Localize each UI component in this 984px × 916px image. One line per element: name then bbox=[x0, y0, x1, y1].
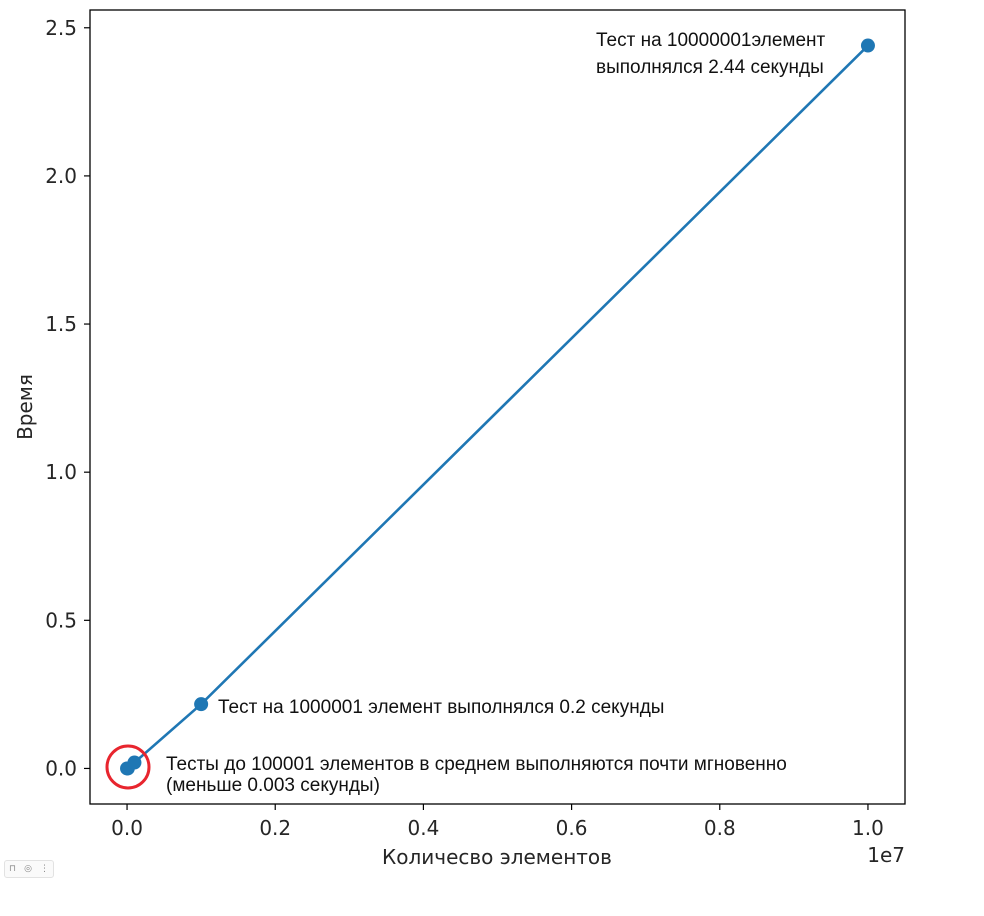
series-line bbox=[126, 44, 869, 770]
annotation-top-line-1: Тест на 10000001элемент bbox=[596, 30, 826, 51]
y-tick-label: 1.0 bbox=[45, 460, 77, 484]
bookmark-icon[interactable]: ⊓ bbox=[9, 863, 17, 874]
x-tick-label: 0.8 bbox=[704, 816, 736, 840]
data-point bbox=[860, 38, 875, 53]
annotation-top-line-2: выполнялся 2.44 секунды bbox=[596, 57, 824, 78]
x-tick-label: 0.2 bbox=[259, 816, 291, 840]
x-ticks: 0.0 0.2 0.4 0.6 0.8 1.0 bbox=[111, 804, 884, 840]
x-offset-label: 1e7 bbox=[867, 843, 905, 867]
series-group bbox=[120, 38, 875, 776]
highlight-circle bbox=[105, 744, 151, 790]
data-point bbox=[127, 755, 142, 770]
y-ticks: 0.0 0.5 1.0 1.5 2.0 2.5 bbox=[45, 16, 90, 780]
plot-area-frame bbox=[89, 9, 906, 805]
x-tick-label: 1.0 bbox=[852, 816, 884, 840]
annotation-bottom-line-1: Тесты до 100001 элементов в среднем выпо… bbox=[166, 754, 787, 775]
y-tick-label: 2.0 bbox=[45, 164, 77, 188]
annotation-bottom-line-2: (меньше 0.003 секунды) bbox=[166, 775, 380, 796]
more-icon[interactable]: ⋮ bbox=[39, 863, 49, 874]
x-axis-label: Количесво элементов bbox=[382, 845, 612, 869]
data-point bbox=[194, 697, 209, 712]
x-tick-label: 0.6 bbox=[556, 816, 588, 840]
annotation-mid: Тест на 1000001 элемент выполнялся 0.2 с… bbox=[218, 697, 664, 718]
plot-toolbar: ⊓ ◎ ⋮ bbox=[4, 860, 54, 878]
y-tick-label: 1.5 bbox=[45, 312, 77, 336]
x-tick-label: 0.0 bbox=[111, 816, 143, 840]
camera-icon[interactable]: ◎ bbox=[24, 863, 32, 874]
y-tick-label: 0.5 bbox=[45, 608, 77, 632]
y-tick-label: 0.0 bbox=[45, 756, 77, 780]
y-tick-label: 2.5 bbox=[45, 16, 77, 40]
y-axis-label: Время bbox=[13, 374, 37, 440]
x-tick-label: 0.4 bbox=[408, 816, 440, 840]
